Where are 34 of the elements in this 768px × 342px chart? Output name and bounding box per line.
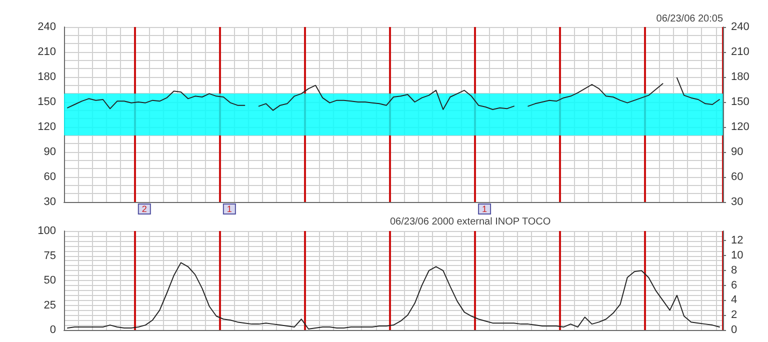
- y2-tick-label: 0: [731, 324, 738, 336]
- y2-tick-label: 120: [731, 121, 750, 133]
- y2-tick-label: 180: [731, 71, 750, 83]
- y2-tick-label: 4: [731, 294, 738, 306]
- y2-tick-label: 12: [731, 234, 744, 247]
- y2-tick-label: 60: [731, 171, 744, 183]
- y-tick-label: 50: [44, 274, 56, 286]
- y-tick-label: 25: [44, 299, 56, 312]
- y-tick-label: 150: [38, 96, 56, 108]
- y-tick-label: 30: [44, 196, 56, 208]
- y-tick-label: 90: [44, 146, 56, 158]
- y-tick-label: 240: [38, 21, 56, 33]
- text: 2: [142, 204, 147, 214]
- y-tick-label: 100: [38, 225, 56, 237]
- y-tick-label: 180: [38, 71, 56, 83]
- y2-tick-label: 90: [731, 146, 744, 158]
- y2-tick-label: 8: [731, 264, 738, 276]
- y2-tick-label: 240: [731, 21, 750, 33]
- y2-tick-label: 150: [731, 96, 750, 108]
- y2-tick-label: 30: [731, 196, 744, 208]
- text: 1: [482, 204, 488, 214]
- y2-tick-label: 2: [731, 309, 738, 322]
- y2-tick-label: 10: [731, 250, 744, 262]
- y-tick-label: 210: [38, 46, 56, 58]
- text: 06/23/06 20:05: [656, 14, 724, 24]
- y2-tick-label: 210: [731, 46, 750, 58]
- y-tick-label: 0: [50, 324, 56, 336]
- y-tick-label: 75: [44, 250, 56, 262]
- line-series: [67, 262, 720, 330]
- y2-tick-label: 6: [731, 279, 738, 292]
- y-tick-label: 120: [38, 121, 56, 133]
- text: 06/23/06 2000 external INOP TOCO: [390, 216, 551, 228]
- text: 1: [226, 204, 232, 214]
- y-tick-label: 60: [44, 171, 56, 183]
